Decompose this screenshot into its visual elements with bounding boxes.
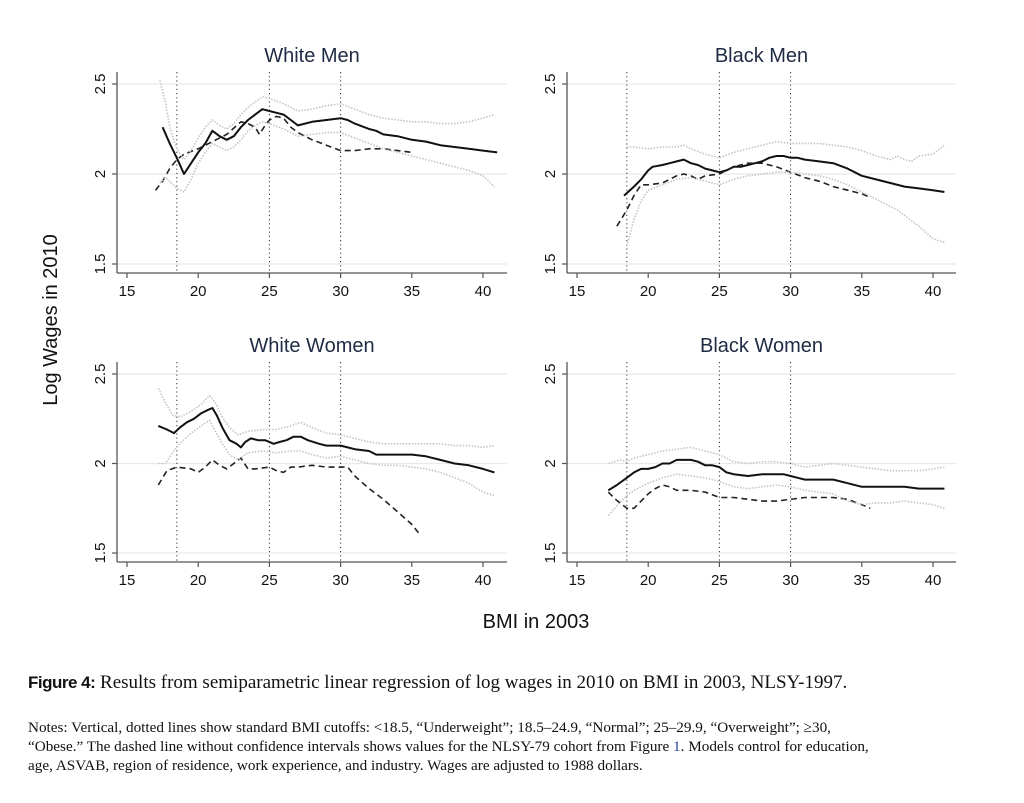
panel-title: Black Women (700, 335, 823, 357)
x-tick-label: 25 (261, 572, 278, 589)
notes-line-2a: “Obese.” The dashed line without confide… (28, 738, 674, 755)
x-tick-label: 35 (403, 283, 420, 300)
notes-line-1: Notes: Vertical, dotted lines show stand… (28, 719, 831, 736)
y-tick-label: 2.5 (542, 74, 559, 95)
x-tick-label: 20 (640, 572, 657, 589)
x-tick-label: 15 (119, 572, 136, 589)
x-tick-label: 30 (782, 283, 799, 300)
x-tick-label: 15 (569, 572, 586, 589)
x-tick-label: 25 (711, 283, 728, 300)
x-tick-label: 15 (119, 283, 136, 300)
x-tick-label: 25 (261, 283, 278, 300)
y-tick-label: 2 (92, 170, 109, 178)
x-tick-label: 40 (925, 572, 942, 589)
x-tick-label: 40 (925, 283, 942, 300)
lower-ci-line (158, 419, 495, 497)
figure: Log Wages in 2010 BMI in 2003 White Men 1… (40, 45, 956, 633)
upper-ci-line (608, 446, 945, 472)
x-tick-label: 40 (475, 572, 492, 589)
x-tick-label: 15 (569, 283, 586, 300)
x-tick-label: 30 (782, 572, 799, 589)
figure-caption: Figure 4: Results from semiparametric li… (28, 672, 1008, 694)
panel-title: White Men (264, 45, 360, 67)
y-tick-label: 2.5 (92, 74, 109, 95)
y-tick-label: 1.5 (542, 543, 559, 564)
x-tick-label: 35 (403, 572, 420, 589)
notes-line-2b: . Models control for education, (680, 738, 869, 755)
panel-white-women: White Women 15 20 25 30 35 40 1.5 2 2.5 (92, 335, 507, 589)
x-tick-label: 25 (711, 572, 728, 589)
figure-notes: Notes: Vertical, dotted lines show stand… (28, 718, 1008, 775)
estimate-line (161, 108, 498, 175)
y-tick-label: 1.5 (92, 543, 109, 564)
x-axis-label: BMI in 2003 (483, 611, 590, 633)
estimate-line (157, 407, 495, 474)
panel-black-women: Black Women 15 20 25 30 35 40 1.5 2 2.5 (542, 335, 956, 589)
panel-black-men: Black Men 15 20 25 30 35 40 1.5 2 2.5 (542, 45, 956, 300)
x-tick-label: 30 (332, 572, 349, 589)
y-tick-label: 2 (542, 170, 559, 178)
nlsy79-dashed-line (616, 162, 871, 227)
notes-line-2: “Obese.” The dashed line without confide… (28, 737, 1008, 756)
upper-ci-line (626, 140, 945, 163)
x-tick-label: 20 (640, 283, 657, 300)
lower-ci-line (607, 473, 945, 516)
x-tick-label: 20 (190, 283, 207, 300)
y-tick-label: 2.5 (542, 364, 559, 385)
y-tick-label: 2 (542, 459, 559, 467)
figure-label: Figure 4: (28, 673, 96, 692)
notes-line-3: age, ASVAB, region of residence, work ex… (28, 757, 643, 774)
x-tick-label: 35 (853, 283, 870, 300)
y-tick-label: 2.5 (92, 364, 109, 385)
nlsy79-dashed-line (607, 484, 871, 510)
x-tick-label: 30 (332, 283, 349, 300)
upper-ci-line (157, 387, 495, 449)
upper-ci-line (159, 80, 495, 161)
y-axis-label: Log Wages in 2010 (40, 234, 62, 406)
nlsy79-dashed-line (157, 457, 421, 536)
figure-reference-link[interactable]: 1 (673, 738, 681, 755)
x-tick-label: 40 (475, 283, 492, 300)
estimate-line (607, 458, 945, 492)
panel-title: White Women (249, 335, 374, 357)
panel-title: Black Men (715, 45, 808, 67)
x-tick-label: 35 (853, 572, 870, 589)
estimate-line (623, 155, 945, 197)
lower-ci-line (626, 171, 945, 247)
lower-ci-line (159, 121, 495, 193)
y-tick-label: 2 (92, 459, 109, 467)
panel-white-men: White Men 15 20 25 30 35 40 1.5 2 2.5 (92, 45, 507, 300)
x-tick-label: 20 (190, 572, 207, 589)
y-tick-label: 1.5 (542, 254, 559, 275)
nlsy79-dashed-line (154, 115, 412, 191)
caption-text: Results from semiparametric linear regre… (95, 672, 848, 693)
y-tick-label: 1.5 (92, 254, 109, 275)
